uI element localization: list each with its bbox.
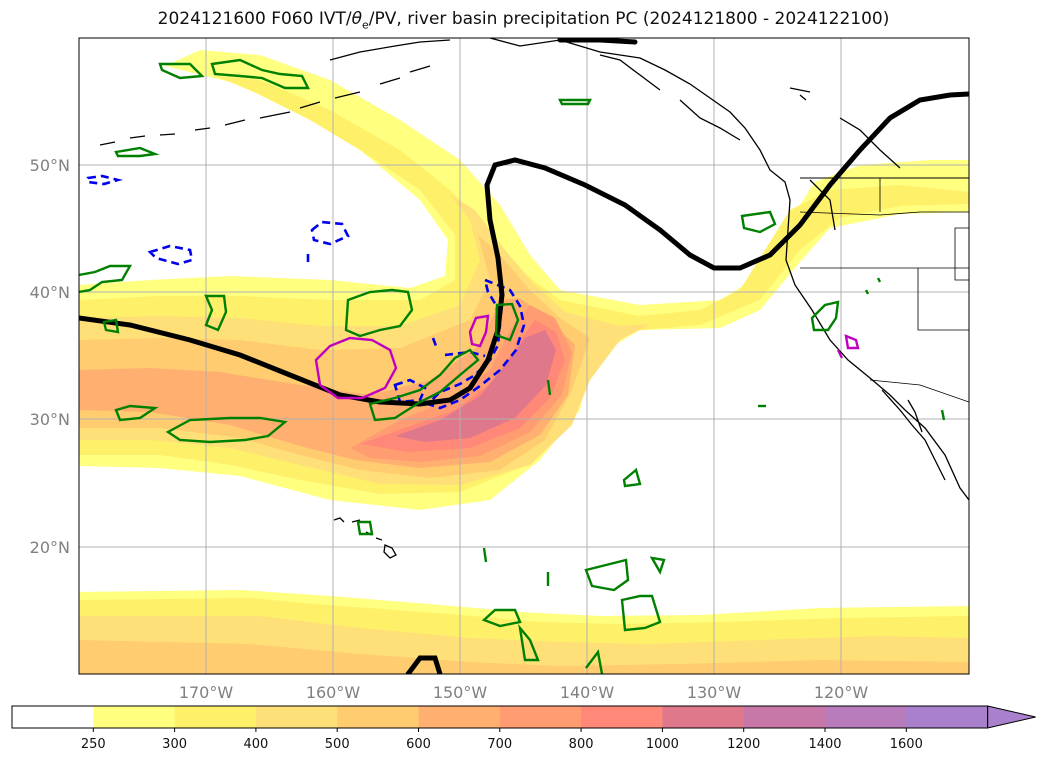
lon-label-130w: 130°W xyxy=(687,683,742,702)
colorbar-tick-label: 500 xyxy=(325,737,350,752)
colorbar-tick-label: 1400 xyxy=(808,737,841,752)
colorbar-swatch xyxy=(93,706,176,728)
colorbar-tick-label: 300 xyxy=(162,737,187,752)
colorbar-swatch xyxy=(662,706,745,728)
colorbar-swatch xyxy=(255,706,338,728)
coastlines xyxy=(99,38,969,559)
lon-label-160w: 160°W xyxy=(306,683,361,702)
colorbar-swatch xyxy=(581,706,663,728)
colorbar-tick-label: 1000 xyxy=(646,737,679,752)
lat-label-50n: 50°N xyxy=(30,156,70,175)
lat-label-30n: 30°N xyxy=(30,410,70,429)
colorbar-swatch xyxy=(499,706,582,728)
longitude-labels: 170°W 160°W 150°W 140°W 130°W 120°W xyxy=(179,683,869,702)
colorbar-swatch xyxy=(743,706,826,728)
colorbar-swatch xyxy=(418,706,501,728)
colorbar-tick-label: 400 xyxy=(243,737,268,752)
precip-green-contours xyxy=(79,58,946,674)
lat-label-20n: 20°N xyxy=(30,538,70,557)
lon-label-150w: 150°W xyxy=(433,683,488,702)
precip-magenta-contours xyxy=(314,314,860,400)
lon-label-120w: 120°W xyxy=(814,683,869,702)
colorbar-tick-label: 1200 xyxy=(727,737,760,752)
chart-title: 2024121600 F060 IVT/θe/PV, river basin p… xyxy=(157,9,890,32)
colorbar-swatch xyxy=(337,706,419,728)
colorbar-swatch xyxy=(12,706,94,728)
colorbar-tick-label: 600 xyxy=(406,737,431,752)
colorbar-tick-label: 800 xyxy=(569,737,594,752)
colorbar-swatch xyxy=(174,706,257,728)
colorbar-tick-label: 250 xyxy=(81,737,106,752)
lat-label-40n: 40°N xyxy=(30,283,70,302)
colorbar-extend-arrow xyxy=(987,705,1036,729)
colorbar-tick-label: 1600 xyxy=(890,737,923,752)
lon-label-170w: 170°W xyxy=(179,683,234,702)
colorbar-swatch xyxy=(825,706,907,728)
latitude-labels: 50°N 40°N 30°N 20°N xyxy=(30,156,70,557)
map-frame xyxy=(78,37,970,675)
colorbar-swatch xyxy=(906,706,989,728)
lon-label-140w: 140°W xyxy=(560,683,615,702)
colorbar-tick-label: 700 xyxy=(487,737,512,752)
colorbar: 250 300 400 500 600 700 800 1000 1200 1400 1600 xyxy=(11,705,1036,752)
